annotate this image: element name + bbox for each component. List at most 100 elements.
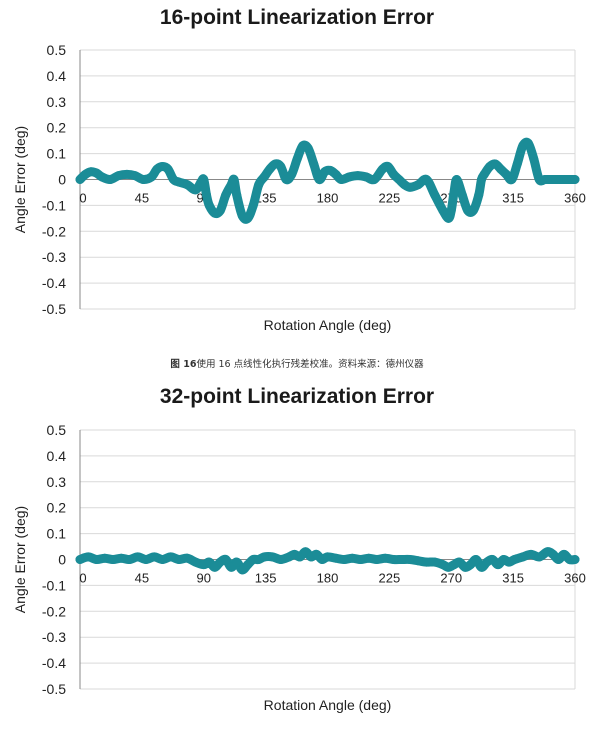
data-point bbox=[204, 200, 214, 210]
data-point bbox=[122, 169, 132, 179]
x-tick-label: 225 bbox=[379, 191, 401, 206]
data-point bbox=[191, 185, 200, 195]
data-point bbox=[430, 557, 440, 567]
data-point bbox=[149, 552, 159, 562]
data-point bbox=[232, 557, 242, 567]
x-tick-label: 90 bbox=[197, 571, 211, 586]
data-point bbox=[430, 190, 440, 200]
data-point bbox=[130, 171, 140, 181]
data-point bbox=[287, 169, 297, 179]
data-point bbox=[323, 552, 332, 562]
y-tick-label: -0.4 bbox=[42, 275, 66, 291]
data-point bbox=[232, 190, 242, 200]
data-point bbox=[422, 175, 431, 184]
chart-16-point: 0.50.40.30.20.10-0.1-0.2-0.3-0.4-0.50459… bbox=[12, 42, 586, 333]
data-point bbox=[276, 555, 286, 564]
data-point bbox=[92, 555, 101, 564]
data-point bbox=[331, 553, 341, 563]
data-point bbox=[100, 553, 110, 563]
data-point bbox=[174, 555, 184, 564]
data-point bbox=[259, 172, 269, 182]
data-point bbox=[147, 172, 156, 182]
y-tick-label: 0.1 bbox=[47, 146, 67, 162]
y-tick-label: 0.5 bbox=[47, 42, 67, 58]
y-tick-label: 0.3 bbox=[47, 474, 67, 490]
figure-caption: 图 16使用 16 点线性化执行残差校准。资料来源：德州仪器 bbox=[0, 356, 594, 370]
data-point bbox=[83, 552, 93, 562]
data-point bbox=[75, 555, 85, 564]
data-point bbox=[452, 175, 462, 184]
data-point bbox=[268, 552, 277, 562]
data-point bbox=[389, 555, 398, 564]
y-axis-label: Angle Error (deg) bbox=[12, 126, 28, 233]
data-point bbox=[523, 138, 533, 148]
x-tick-label: 180 bbox=[317, 571, 339, 586]
y-tick-label: 0.2 bbox=[47, 120, 67, 136]
data-point bbox=[526, 549, 536, 559]
data-point bbox=[405, 555, 415, 564]
data-point bbox=[356, 555, 365, 564]
data-point bbox=[446, 206, 456, 216]
x-tick-label: 360 bbox=[564, 571, 586, 586]
data-point bbox=[314, 175, 324, 184]
data-point bbox=[534, 552, 544, 562]
y-tick-label: 0.4 bbox=[47, 68, 67, 84]
data-point bbox=[380, 553, 390, 563]
data-point bbox=[570, 555, 580, 564]
data-point bbox=[369, 175, 379, 184]
data-point bbox=[364, 553, 374, 563]
data-point bbox=[353, 171, 363, 181]
data-point bbox=[182, 553, 192, 563]
data-point bbox=[114, 171, 123, 181]
data-point bbox=[133, 552, 143, 562]
data-point bbox=[97, 172, 107, 182]
data-point bbox=[248, 200, 258, 210]
data-point bbox=[361, 172, 371, 182]
data-point bbox=[405, 182, 415, 192]
data-point bbox=[215, 206, 225, 216]
data-point bbox=[191, 557, 200, 567]
data-point bbox=[166, 552, 176, 562]
data-point bbox=[336, 175, 346, 184]
data-point bbox=[468, 206, 478, 216]
data-point bbox=[174, 177, 184, 187]
x-tick-label: 45 bbox=[135, 571, 149, 586]
y-tick-label: 0 bbox=[58, 172, 66, 188]
data-point bbox=[518, 552, 528, 562]
data-point bbox=[276, 162, 286, 172]
y-tick-label: 0.5 bbox=[47, 422, 67, 438]
data-point bbox=[471, 555, 481, 564]
data-point bbox=[510, 555, 519, 564]
y-tick-label: -0.2 bbox=[42, 603, 66, 619]
data-point bbox=[221, 190, 231, 200]
x-tick-label: 360 bbox=[564, 191, 586, 206]
data-point bbox=[474, 190, 484, 200]
data-point bbox=[347, 553, 357, 563]
data-point bbox=[345, 172, 354, 182]
data-point bbox=[292, 154, 302, 164]
figure-caption-text: 使用 16 点线性化执行残差校准。资料来源：德州仪器 bbox=[196, 359, 424, 370]
data-point bbox=[444, 213, 453, 223]
data-point bbox=[309, 159, 319, 169]
y-axis-label: Angle Error (deg) bbox=[12, 506, 28, 613]
chart-title-32-point: 32-point Linearization Error bbox=[159, 385, 435, 408]
data-point bbox=[383, 162, 393, 172]
y-tick-label: -0.3 bbox=[42, 249, 66, 265]
data-point bbox=[105, 175, 115, 184]
x-tick-label: 0 bbox=[79, 571, 86, 586]
data-point bbox=[199, 175, 209, 184]
data-point bbox=[138, 175, 148, 184]
x-tick-label: 270 bbox=[440, 571, 462, 586]
x-tick-label: 315 bbox=[502, 571, 524, 586]
y-tick-label: -0.1 bbox=[42, 197, 66, 213]
data-point bbox=[422, 557, 431, 567]
data-point bbox=[259, 552, 269, 562]
data-point bbox=[243, 213, 253, 223]
data-point bbox=[221, 555, 231, 564]
data-point bbox=[479, 169, 489, 179]
data-point bbox=[116, 553, 126, 563]
y-tick-label: -0.2 bbox=[42, 223, 66, 239]
y-tick-label: 0.4 bbox=[47, 448, 67, 464]
x-tick-label: 180 bbox=[317, 191, 339, 206]
